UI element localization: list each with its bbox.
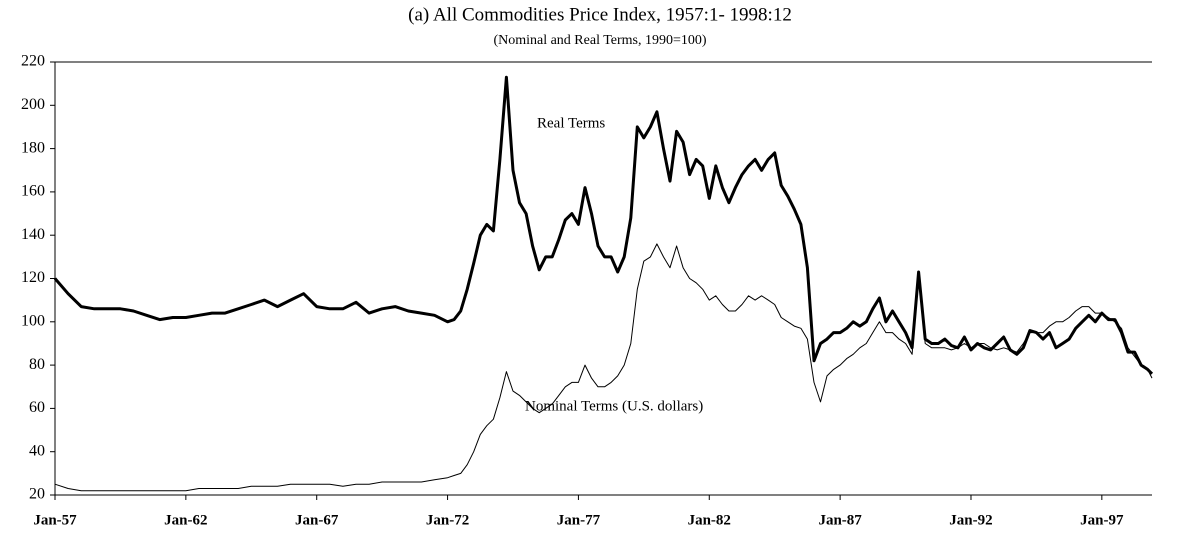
y-tick-label: 100 (21, 312, 45, 329)
y-tick-label: 120 (21, 269, 45, 286)
chart-title: (a) All Commodities Price Index, 1957:1-… (408, 4, 792, 25)
x-tick-label: Jan-57 (33, 512, 77, 528)
y-tick-label: 140 (21, 226, 45, 243)
x-tick-label: Jan-97 (1080, 512, 1124, 528)
y-tick-label: 160 (21, 183, 45, 200)
series-line (54, 243, 1153, 492)
y-tick-label: 180 (21, 139, 45, 156)
x-tick-label: Jan-72 (426, 512, 469, 528)
y-tick-label: 40 (29, 442, 45, 459)
x-tick-label: Jan-82 (688, 512, 731, 528)
y-tick-label: 20 (29, 486, 45, 503)
y-tick-label: 220 (21, 53, 45, 70)
chart-subtitle: (Nominal and Real Terms, 1990=100) (493, 33, 706, 48)
x-tick-label: Jan-87 (818, 512, 862, 528)
y-tick-label: 60 (29, 399, 45, 416)
x-tick-label: Jan-67 (295, 512, 339, 528)
y-tick-label: 200 (21, 96, 45, 113)
y-tick-label: 80 (29, 356, 45, 373)
x-tick-label: Jan-92 (949, 512, 992, 528)
series-label: Nominal Terms (U.S. dollars) (525, 398, 703, 414)
x-tick-label: Jan-62 (164, 512, 207, 528)
series-label: Real Terms (537, 115, 605, 131)
series-line (53, 75, 1154, 375)
x-tick-label: Jan-77 (557, 512, 601, 528)
